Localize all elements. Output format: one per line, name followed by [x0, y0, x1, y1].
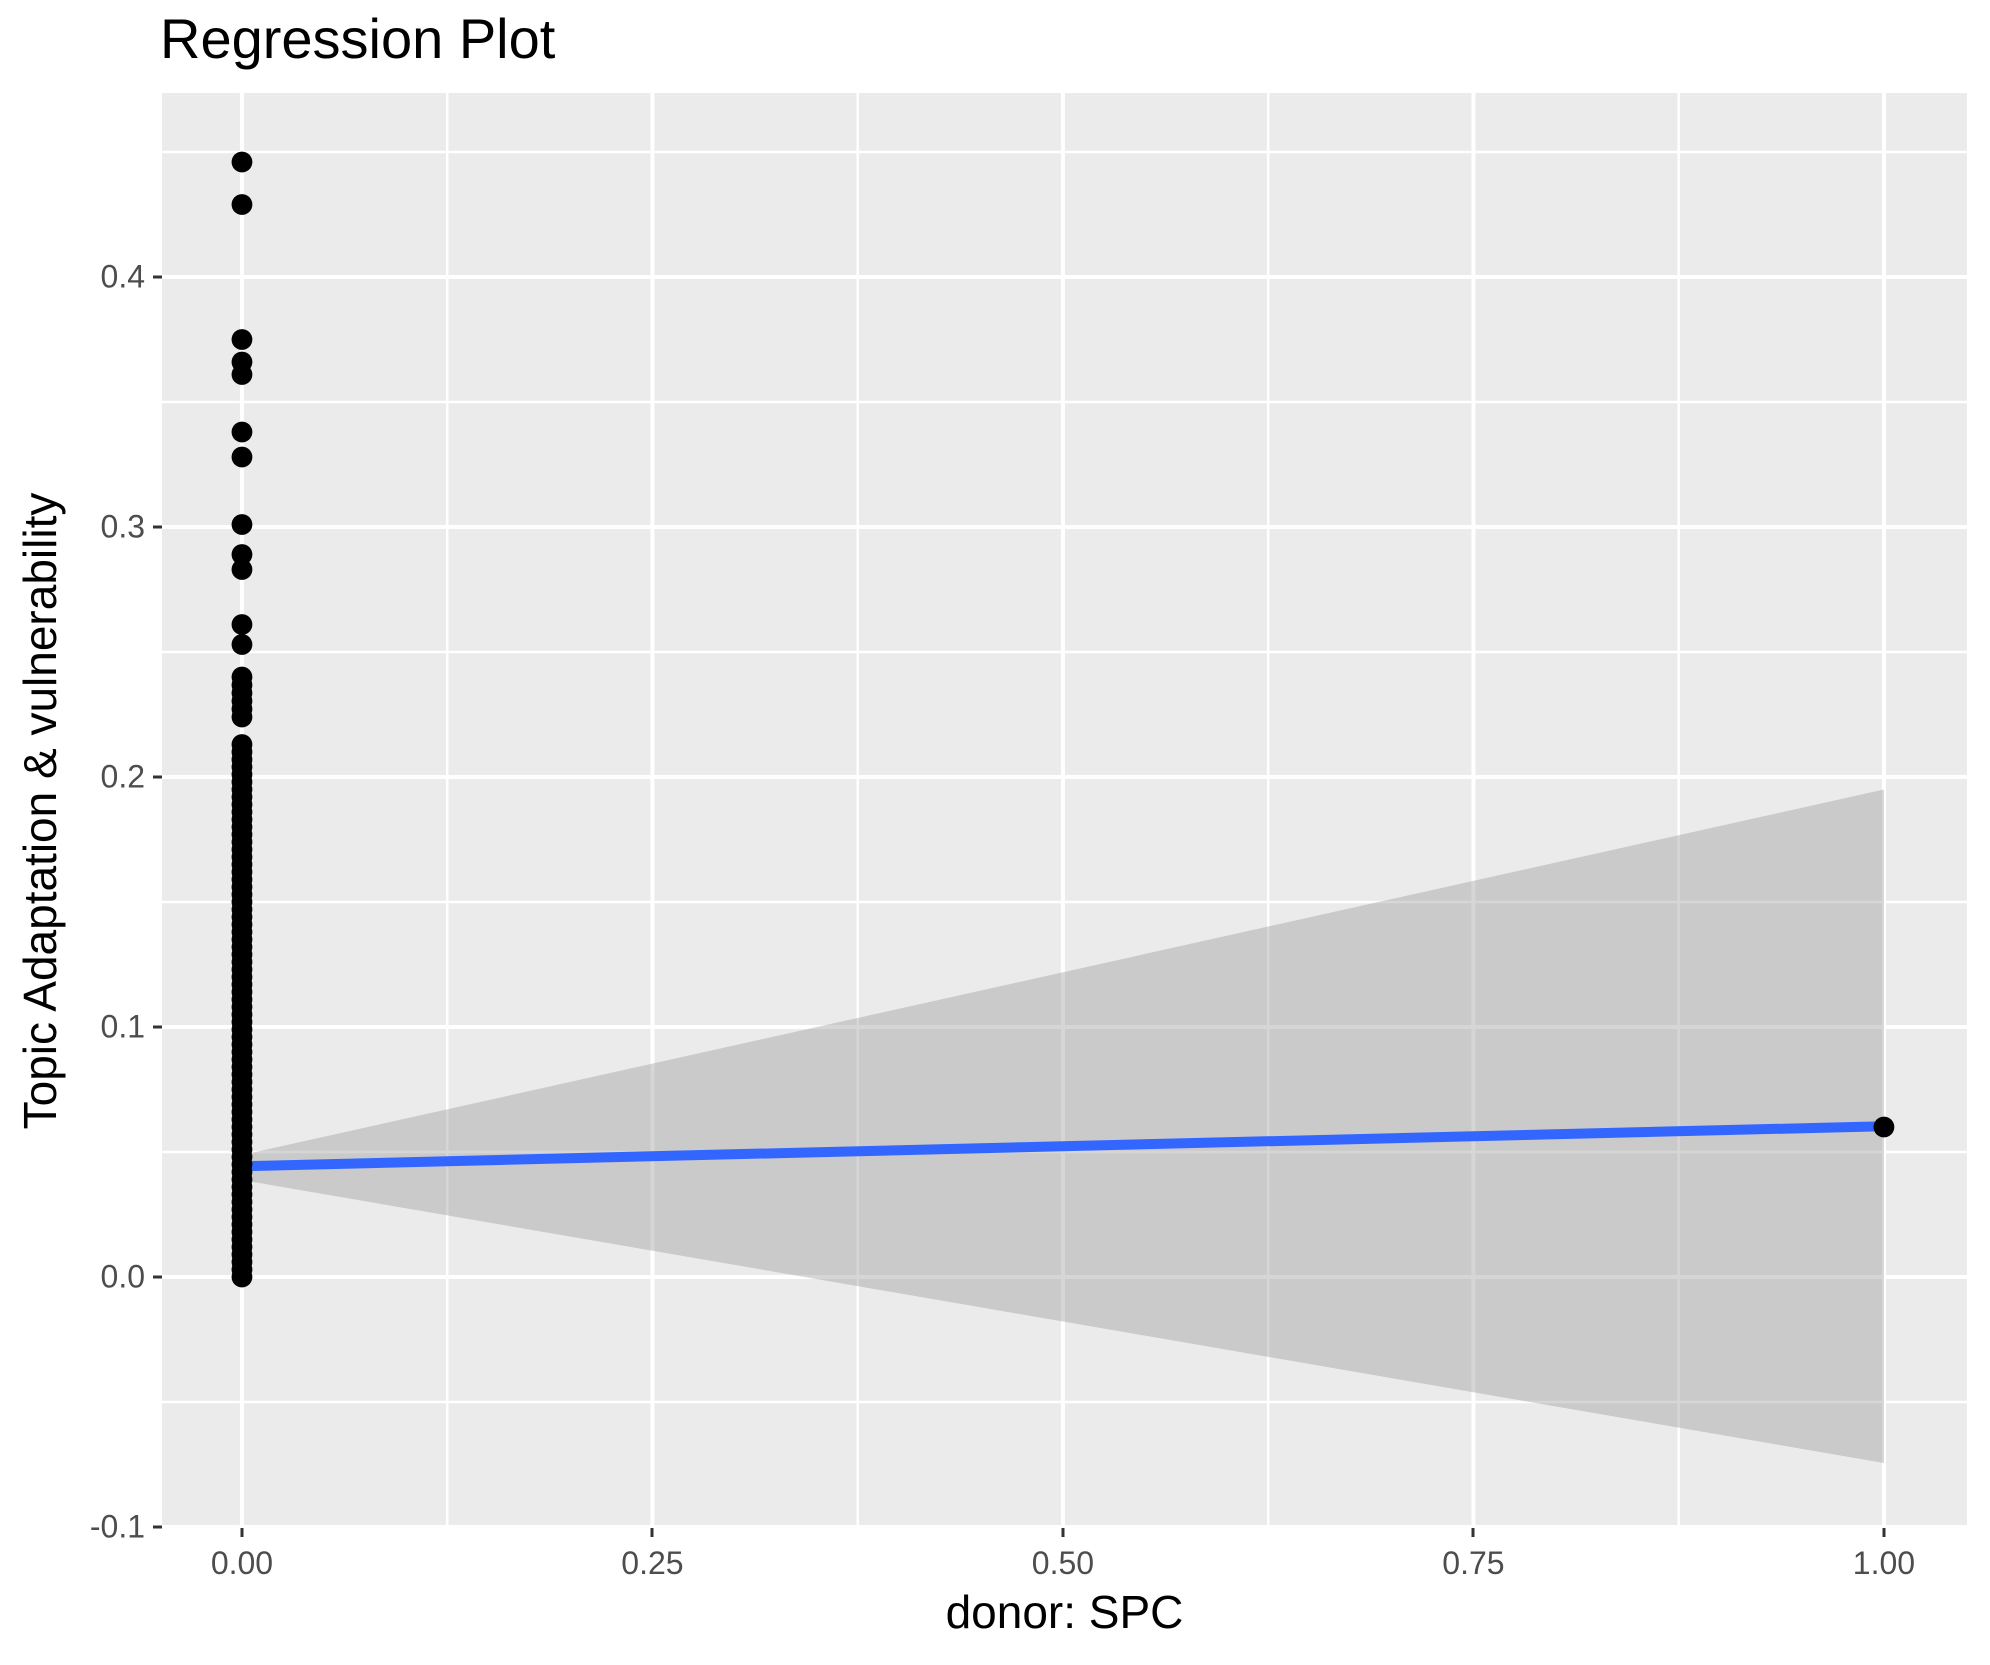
- y-tick-label: 0.3: [100, 508, 145, 545]
- data-point: [231, 446, 253, 468]
- y-tick-mark: [153, 1275, 162, 1279]
- data-point: [231, 734, 253, 755]
- x-axis-title: donor: SPC: [945, 1586, 1184, 1638]
- y-tick-label: -0.1: [89, 1508, 145, 1545]
- x-tick-label: 0.00: [210, 1545, 274, 1581]
- x-tick-label: 1.00: [1852, 1545, 1916, 1581]
- y-tick-label: 0.0: [100, 1258, 145, 1295]
- data-point: [231, 329, 253, 350]
- x-tick-label: 0.25: [621, 1545, 684, 1581]
- regression-line: [241, 1121, 1885, 1172]
- y-tick-label: 0.2: [100, 758, 145, 795]
- y-tick-mark: [153, 775, 162, 779]
- y-tick-label: 0.4: [100, 258, 145, 295]
- data-point: [231, 544, 253, 565]
- y-axis-title: Topic Adaptation & vulnerability: [14, 93, 66, 1528]
- data-point: [231, 194, 253, 215]
- confidence-band: [242, 789, 1884, 1463]
- y-tick-mark: [153, 275, 162, 279]
- x-tick-mark: [1471, 1528, 1475, 1537]
- y-tick-label: 0.1: [100, 1008, 145, 1045]
- plot-area: [162, 93, 1967, 1528]
- y-tick-mark: [153, 1525, 162, 1529]
- data-point: [231, 634, 253, 655]
- data-point: [1873, 1116, 1895, 1138]
- x-tick-mark: [650, 1528, 654, 1537]
- x-tick-mark: [1882, 1528, 1886, 1537]
- chart-title: Regression Plot: [160, 7, 556, 70]
- x-tick-label: 0.75: [1442, 1545, 1505, 1581]
- data-point: [231, 514, 253, 535]
- data-point: [231, 614, 253, 635]
- data-point: [231, 666, 253, 688]
- data-point: [231, 151, 253, 173]
- y-tick-mark: [153, 1025, 162, 1029]
- chart-panel: [162, 93, 1967, 1528]
- y-axis-title-text: Topic Adaptation & vulnerability: [14, 492, 66, 1129]
- data-point: [231, 559, 253, 580]
- x-tick-mark: [240, 1528, 244, 1537]
- x-tick-label: 0.50: [1031, 1545, 1095, 1581]
- y-tick-mark: [153, 525, 162, 529]
- data-point: [231, 351, 253, 373]
- x-tick-mark: [1061, 1528, 1065, 1537]
- data-point: [231, 421, 253, 443]
